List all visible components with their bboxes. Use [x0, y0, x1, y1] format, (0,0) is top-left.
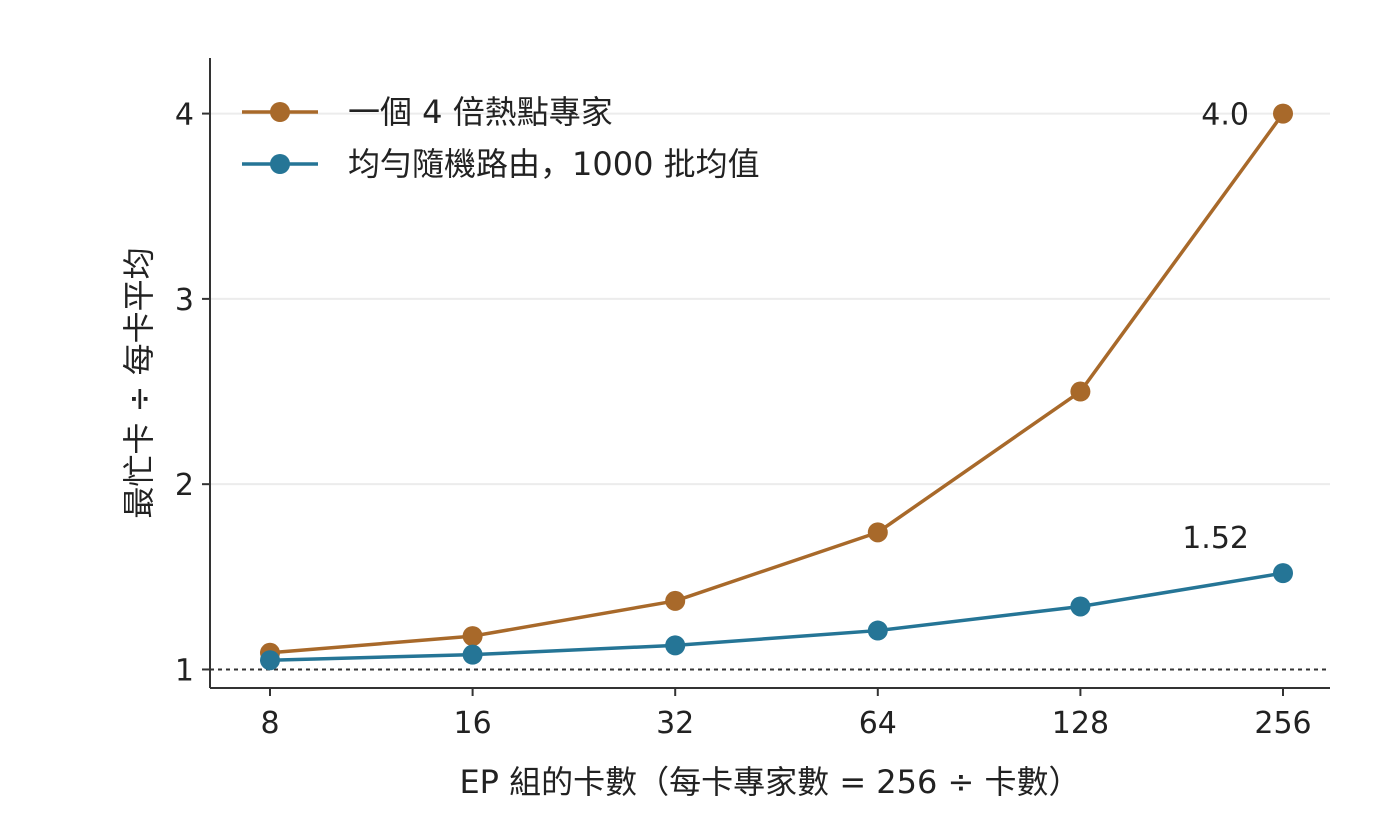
x-axis-label: EP 組的卡數（每卡專家數 = 256 ÷ 卡數）	[459, 763, 1080, 801]
legend-label: 均勻隨機路由，1000 批均值	[348, 145, 760, 183]
series-1-point	[462, 626, 483, 647]
series-1-point	[1070, 381, 1091, 402]
series-1-point	[665, 590, 686, 611]
axes	[202, 58, 1330, 696]
legend-swatch-marker	[270, 102, 290, 122]
series-2-point	[1273, 563, 1293, 584]
x-tick-label: 64	[859, 706, 897, 741]
series-1-point	[1273, 103, 1293, 124]
series-2-point	[462, 644, 483, 665]
y-tick-label: 3	[175, 283, 194, 318]
series-1-end-label: 4.0	[1201, 98, 1249, 133]
y-tick-label: 1	[175, 653, 194, 688]
tick-labels: 1 2 3 4 8 16 32 64 128 256	[175, 98, 1312, 741]
x-tick-label: 256	[1254, 706, 1311, 741]
grid-lines	[210, 112, 1330, 486]
series-2-point	[665, 635, 686, 656]
x-tick-label: 32	[656, 706, 694, 741]
legend-swatch-marker	[270, 154, 290, 174]
series-line-2	[269, 571, 1284, 662]
series-2-point	[1070, 596, 1091, 617]
x-tick-label: 128	[1052, 706, 1109, 741]
series-2-end-label: 1.52	[1182, 521, 1249, 556]
series-2-point	[260, 650, 280, 671]
y-axis-label: 最忙卡 ÷ 每卡平均	[120, 247, 158, 518]
legend-label: 一個 4 倍熱點專家	[348, 93, 613, 131]
y-tick-label: 4	[175, 98, 194, 133]
series-layer: 4.0 1.52	[260, 98, 1293, 671]
x-tick-label: 16	[454, 706, 492, 741]
y-tick-label: 2	[175, 468, 194, 503]
series-1-point	[867, 522, 888, 543]
series-2-point	[867, 620, 888, 641]
x-tick-label: 8	[260, 706, 279, 741]
series-line-1	[269, 112, 1285, 655]
